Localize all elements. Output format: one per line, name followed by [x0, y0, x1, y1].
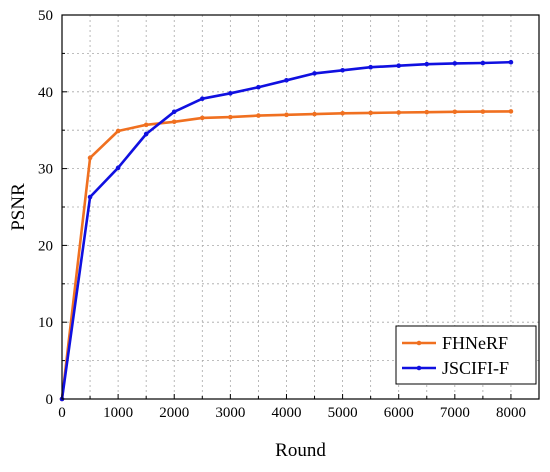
data-point-series-1 — [284, 112, 289, 118]
legend-marker — [416, 340, 422, 346]
data-point-series-2 — [284, 77, 289, 83]
legend-marker — [416, 365, 422, 371]
series-lines — [59, 59, 514, 402]
data-point-series-2 — [143, 131, 149, 137]
data-point-series-2 — [340, 67, 345, 73]
data-point-series-2 — [312, 71, 317, 76]
data-point-series-1 — [452, 109, 458, 115]
data-point-series-1 — [312, 111, 317, 117]
data-point-series-1 — [143, 122, 149, 128]
x-tick-label: 1000 — [103, 405, 133, 421]
data-point-series-1 — [508, 109, 514, 114]
data-point-series-1 — [480, 109, 486, 114]
data-point-series-1 — [396, 110, 402, 115]
data-point-series-1 — [368, 110, 373, 116]
x-tick-label: 2000 — [159, 405, 189, 421]
data-point-series-2 — [452, 61, 458, 66]
y-axis-label: PSNR — [8, 183, 29, 231]
x-axis-label: Round — [275, 440, 326, 461]
x-tick-label: 3000 — [215, 405, 245, 421]
data-point-series-2 — [256, 84, 261, 90]
data-point-series-1 — [115, 128, 121, 134]
data-point-series-2 — [87, 194, 93, 200]
legend: FHNeRF JSCIFI-F — [395, 325, 537, 385]
data-point-series-1 — [199, 115, 205, 121]
y-tick-label: 20 — [38, 238, 53, 254]
data-point-series-1 — [256, 113, 261, 118]
y-tick-label: 50 — [38, 8, 53, 24]
data-point-series-2 — [115, 165, 121, 171]
x-tick-label: 0 — [58, 405, 66, 421]
y-tick-label: 40 — [38, 85, 53, 101]
data-point-series-2 — [228, 91, 233, 96]
data-point-series-2 — [480, 60, 486, 66]
data-point-series-1 — [87, 155, 93, 161]
legend-label: FHNeRF — [442, 333, 508, 353]
data-point-series-1 — [228, 114, 233, 120]
x-tick-label: 5000 — [328, 405, 358, 421]
y-tick-label: 10 — [38, 315, 53, 331]
data-point-series-2 — [368, 64, 373, 70]
x-tick-label: 7000 — [440, 405, 470, 421]
x-tick-label: 8000 — [496, 405, 526, 421]
axis-ticks: 0 1000 2000 3000 4000 5000 6000 7000 8000 0 10 20 30… — [38, 8, 526, 421]
data-point-series-2 — [424, 61, 430, 67]
data-point-series-2 — [508, 59, 514, 65]
legend-label: JSCIFI-F — [442, 358, 509, 378]
data-point-series-1 — [424, 109, 430, 115]
x-tick-label: 4000 — [271, 405, 301, 421]
y-tick-label: 0 — [46, 392, 54, 408]
legend-box — [395, 325, 537, 385]
x-tick-label: 6000 — [384, 405, 414, 421]
data-point-series-2 — [171, 109, 177, 115]
data-point-series-2 — [396, 63, 402, 68]
data-point-series-1 — [340, 111, 345, 116]
data-point-series-2 — [199, 96, 205, 102]
y-tick-label: 30 — [38, 162, 53, 178]
data-point-series-1 — [171, 119, 177, 125]
